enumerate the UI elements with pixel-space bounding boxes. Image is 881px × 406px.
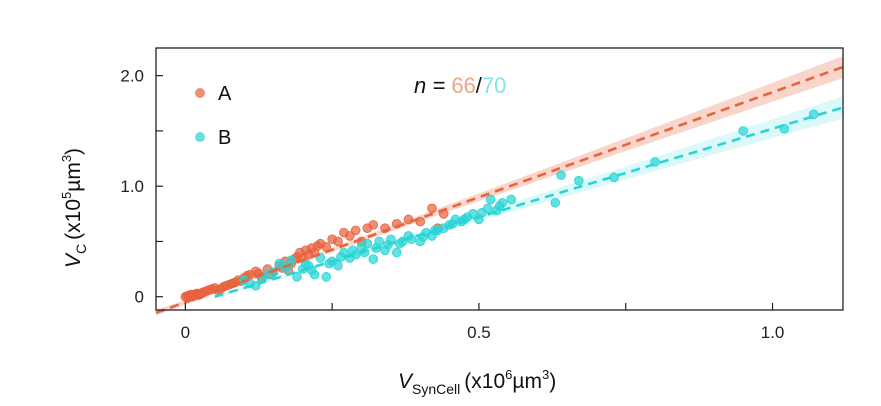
y-tick-label-4: 2.0 [120, 67, 144, 86]
point-b-56 [347, 245, 358, 256]
point-a-36 [344, 231, 355, 241]
n-prefix: n = [414, 73, 451, 98]
point-a-65 [312, 241, 323, 251]
legend: A B [195, 83, 232, 149]
point-b-42 [573, 175, 584, 186]
legend-marker-b [195, 132, 205, 142]
count-a: 66 [451, 73, 475, 98]
fit-line-b [214, 106, 844, 298]
count-b: 70 [482, 73, 506, 98]
point-b-6 [292, 272, 302, 282]
point-b-45 [738, 126, 748, 136]
axis-ticks: 0 0.5 1.0 0 1.0 2.0 [120, 67, 784, 342]
plot-frame [155, 47, 844, 311]
point-b-41 [556, 170, 566, 180]
legend-label-a: A [218, 83, 232, 105]
point-b-67 [482, 203, 493, 214]
fit-lines [155, 65, 844, 314]
y-axis-label: VC(x105µm3) [59, 148, 89, 268]
point-b-18 [362, 238, 373, 249]
point-b-19 [368, 254, 379, 264]
fit-line-a [155, 65, 844, 314]
point-a-40 [368, 220, 379, 230]
point-b-40 [550, 197, 561, 208]
legend-marker-a [195, 88, 205, 98]
y-tick-label-0: 0 [135, 288, 144, 307]
legend-label-b: B [218, 127, 231, 149]
point-a-37 [350, 225, 361, 236]
point-a-34 [333, 236, 343, 247]
point-b-68 [494, 201, 505, 211]
x-axis-label: VSynCell (x106µm3) [398, 367, 556, 397]
x-tick-label-4: 1.0 [761, 323, 785, 342]
point-b-11 [321, 272, 332, 282]
y-tick-label-2: 1.0 [120, 177, 144, 196]
sample-count-annotation: n = 66/70 [414, 73, 506, 98]
point-b-69 [506, 194, 517, 205]
x-tick-label-2: 0.5 [467, 323, 491, 342]
count-separator: / [476, 73, 483, 98]
point-a-45 [427, 203, 437, 214]
point-b-23 [391, 247, 402, 258]
x-tick-label-0: 0 [181, 323, 190, 342]
point-b-13 [333, 260, 343, 271]
point-b-37 [485, 194, 496, 205]
